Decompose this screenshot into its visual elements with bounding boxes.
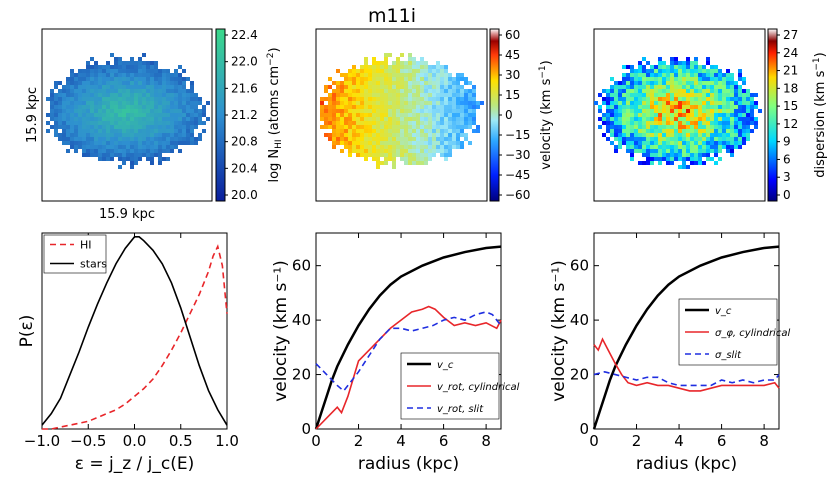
x-tick-label: 0.5	[169, 432, 193, 450]
x-tick-label: 0	[311, 432, 321, 450]
y-tick-label: 20	[570, 366, 589, 384]
velocity-colorbar-tick-label: 30	[505, 68, 520, 82]
hi-colorbar-tick-label: 21.2	[231, 108, 258, 122]
dispersion-colorbar-tick-label: 21	[783, 64, 798, 78]
x-tick-label: 8	[759, 432, 769, 450]
x-axis-label: ε = j_z / j_c(E)	[75, 454, 195, 474]
dispersion-colorbar-label: dispersion (km s−1)	[812, 52, 828, 177]
legend-label: v_c	[437, 360, 454, 371]
hi-colorbar-tick-label: 21.6	[231, 81, 258, 95]
dispersion-colorbar-tick-label: 12	[783, 117, 798, 131]
circularity-distribution-chart: −1.0 −0.5 0.0 0.5 1.0 ε = j_z / j_c(E) P(ε) HI s…	[17, 232, 239, 474]
x-tick-label: 0	[589, 432, 599, 450]
legend-label: HI	[80, 239, 92, 252]
x-axis-label: radius (kpc)	[358, 454, 459, 474]
velocity-map-pixels	[320, 53, 484, 169]
x-tick-label: 4	[674, 432, 684, 450]
velocity-colorbar-tick-label: 0	[505, 108, 513, 122]
x-tick-label: 4	[396, 432, 406, 450]
dispersion-colorbar-tick-label: 27	[783, 28, 798, 42]
velocity-colorbar-tick-label: −15	[505, 128, 530, 142]
y-tick-label: 0	[301, 420, 311, 438]
hi-colorbar-tick-label: 22.0	[231, 55, 258, 69]
legend-label: σ_slit	[715, 350, 742, 361]
y-tick-label: 40	[570, 311, 589, 329]
series-line-v-c	[592, 245, 780, 430]
dispersion-colorbar-tick-label: 15	[783, 99, 798, 113]
x-tick-label: 6	[717, 432, 727, 450]
y-tick-label: 0	[579, 420, 589, 438]
figure-title: m11i	[368, 5, 416, 27]
x-tick-label: −0.5	[70, 432, 106, 450]
velocity-colorbar-tick-label: 60	[505, 28, 520, 42]
legend-label: stars	[80, 258, 107, 271]
legend-label: v_c	[715, 306, 732, 317]
velocity-colorbar-label: velocity (km s−1)	[538, 60, 554, 169]
dispersion-colorbar-tick-label: 3	[783, 170, 791, 184]
legend: v_c v_rot, cylindrical v_rot, slit	[400, 352, 520, 420]
rotation-curve-chart: 0 2 4 6 8 0 20 40 60 radius (kpc) velocity (km s⁻¹…	[271, 232, 520, 474]
series-line-hi	[42, 244, 228, 430]
dispersion-colorbar-tick-label: 0	[783, 188, 791, 202]
velocity-colorbar-ticks: 60 45 30 15 0 −15 −30 −45 −60	[499, 28, 530, 202]
dispersion-colorbar-tick-label: 18	[783, 81, 798, 95]
velocity-colorbar	[489, 28, 500, 202]
x-tick-label: 1.0	[215, 432, 239, 450]
y-axis-label: velocity (km s⁻¹)	[549, 260, 569, 402]
legend-box	[43, 234, 107, 274]
hi-map-pixels	[46, 53, 210, 169]
x-tick-label: 2	[632, 432, 642, 450]
series-line-v-c	[314, 245, 502, 430]
y-axis-label: velocity (km s⁻¹)	[271, 260, 291, 402]
series-line-v-rot-cylindrical	[315, 305, 502, 430]
dispersion-colorbar-tick-label: 24	[783, 46, 798, 60]
velocity-colorbar-tick-label: −60	[505, 188, 530, 202]
series-line-stars	[41, 236, 228, 426]
dispersion-colorbar	[767, 28, 778, 202]
y-tick-label: 40	[292, 311, 311, 329]
velocity-colorbar-tick-label: −45	[505, 168, 530, 182]
series-line-v-rot-slit	[315, 311, 502, 393]
legend: v_c σ_φ, cylindrical σ_slit	[678, 298, 790, 366]
x-tick-label: 8	[481, 432, 491, 450]
legend-label: v_rot, cylindrical	[437, 382, 520, 393]
velocity-map-panel: 60 45 30 15 0 −15 −30 −45 −60 velocity (km s−1)	[315, 28, 554, 202]
x-tick-label: −1.0	[24, 432, 60, 450]
series-line--cylindrical	[593, 337, 780, 392]
hi-colorbar-label: log NHI (atoms cm−2)	[266, 47, 284, 182]
dispersion-colorbar-tick-label: 9	[783, 135, 791, 149]
y-tick-label: 60	[570, 257, 589, 275]
hi-colorbar	[215, 28, 226, 202]
legend-label: v_rot, slit	[437, 404, 484, 415]
hi-colorbar-tick-label: 20.8	[231, 135, 258, 149]
velocity-colorbar-tick-label: 45	[505, 48, 520, 62]
y-tick-label: 60	[292, 257, 311, 275]
hi-colorbar-tick-label: 20.4	[231, 161, 258, 175]
x-tick-label: 6	[439, 432, 449, 450]
x-axis-label: radius (kpc)	[636, 454, 737, 474]
dispersion-curve-chart: 0 2 4 6 8 0 20 40 60 radius (kpc) velocity (km s⁻¹…	[549, 232, 790, 474]
dispersion-colorbar-ticks: 27 24 21 18 15 12 9 6 3 0	[777, 28, 798, 202]
y-tick-label: 20	[292, 366, 311, 384]
x-tick-label: 2	[354, 432, 364, 450]
scale-label-horizontal: 15.9 kpc	[99, 207, 155, 222]
scale-label-vertical: 15.9 kpc	[25, 87, 40, 143]
dispersion-map-panel: 27 24 21 18 15 12 9 6 3 0 dispersion (km s−1)	[593, 28, 828, 202]
x-tick-label: 0.0	[123, 432, 147, 450]
dispersion-map-pixels	[594, 57, 762, 169]
hi-map-panel: 22.4 22.0 21.6 21.2 20.8 20.4 20.0 log NHI (at…	[25, 28, 284, 222]
legend-label: σ_φ, cylindrical	[715, 328, 790, 339]
y-axis-label: P(ε)	[17, 315, 37, 348]
dispersion-colorbar-tick-label: 6	[783, 152, 791, 166]
legend: HI stars	[43, 234, 107, 274]
hi-colorbar-tick-label: 22.4	[231, 28, 258, 42]
hi-colorbar-ticks: 22.4 22.0 21.6 21.2 20.8 20.4 20.0	[225, 28, 258, 202]
series-line--slit	[593, 371, 780, 387]
axes-frame	[315, 232, 502, 430]
axes-frame	[593, 232, 780, 430]
hi-colorbar-tick-label: 20.0	[231, 188, 258, 202]
velocity-colorbar-tick-label: −30	[505, 148, 530, 162]
velocity-colorbar-tick-label: 15	[505, 88, 520, 102]
